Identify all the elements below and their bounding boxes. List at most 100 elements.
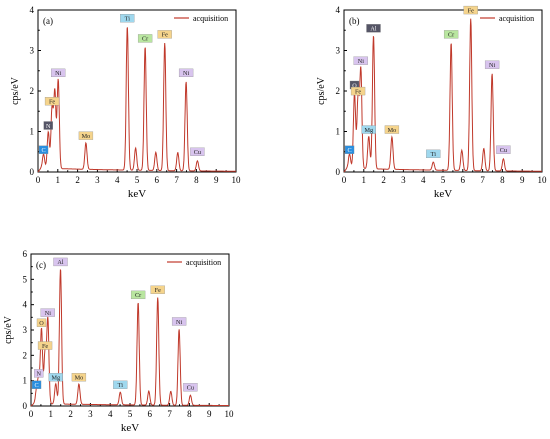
element-tag-box — [71, 373, 87, 382]
element-tag-box — [38, 145, 49, 154]
spectrum-panel-a: 0 1 2 3 4 5 6 7 8 9 10 0 1 2 3 4 keV cps/eV (a) acquisition… — [10, 5, 241, 200]
x-axis-label: keV — [128, 188, 146, 200]
element-tag-n: N — [43, 121, 53, 130]
x-tick-label: 6 — [148, 409, 153, 419]
element-tag-label: Ni — [489, 62, 495, 69]
x-tick-label: 5 — [135, 175, 140, 185]
element-tag-box — [31, 380, 42, 389]
element-tag-label: Mg — [51, 375, 60, 382]
element-tag-cr: Cr — [137, 34, 153, 43]
y-tick-label: 6 — [23, 249, 28, 259]
element-tag-fe: Fe — [463, 5, 478, 14]
x-tick-label: 3 — [95, 175, 100, 185]
x-tick-label: 8 — [500, 175, 505, 185]
x-tick-label: 7 — [480, 175, 485, 185]
element-tag-label: Ni — [176, 319, 182, 326]
element-tag-al: Al — [53, 257, 68, 266]
element-tag-c: C — [38, 145, 49, 154]
element-tag-label: Mo — [75, 375, 84, 382]
element-tag-label: Cu — [500, 147, 507, 154]
plot-frame — [343, 9, 543, 173]
element-tag-fe: Fe — [44, 97, 60, 106]
y-tick-label: 2 — [23, 350, 28, 360]
x-tick-label: 2 — [68, 409, 73, 419]
element-tag-ti: Ti — [426, 149, 441, 159]
element-tag-label: O — [352, 82, 357, 89]
element-tag-box — [40, 308, 55, 317]
element-tag-c: C — [31, 380, 42, 389]
spectrum-series-acquisition — [343, 18, 542, 173]
element-tag-ni: Ni — [40, 308, 55, 317]
element-tag-ni: Ni — [171, 317, 187, 326]
y-tick-label: 4 — [23, 300, 28, 310]
x-tick-label: 0 — [29, 409, 34, 419]
y-tick-label: 4 — [336, 5, 341, 15]
element-tag-box — [51, 68, 66, 77]
element-tag-label: Mo — [82, 133, 91, 140]
element-tag-box — [443, 30, 459, 39]
element-tag-box — [48, 373, 63, 382]
element-tag-box — [130, 290, 146, 300]
element-tag-label: Fe — [355, 88, 361, 95]
element-tag-label: Ni — [358, 58, 364, 65]
x-tick-label: 3 — [401, 175, 406, 185]
element-tag-label: Al — [370, 26, 376, 33]
element-tag-label: Ni — [183, 70, 189, 77]
element-tag-cu: Cu — [190, 147, 205, 156]
element-tag-label: Ni — [55, 70, 61, 77]
element-tag-box — [34, 369, 44, 378]
x-tick-label: 8 — [187, 409, 192, 419]
element-tag-box — [113, 380, 128, 389]
x-tick-label: 5 — [441, 175, 446, 185]
x-tick-label: 7 — [174, 175, 179, 185]
x-axis-label: keV — [434, 188, 452, 200]
element-tag-ni: Ni — [353, 56, 368, 65]
element-tag-box — [36, 318, 47, 327]
element-tag-ni: Ni — [178, 68, 194, 77]
element-tag-ni: Ni — [51, 68, 66, 77]
element-tag-box — [361, 125, 376, 134]
x-tick-label: 4 — [115, 175, 120, 185]
element-tag-label: C — [347, 147, 351, 154]
y-tick-label: 3 — [30, 46, 35, 56]
y-tick-label: 0 — [30, 167, 35, 177]
element-tag-ti: Ti — [120, 14, 135, 22]
y-tick-label: 4 — [30, 5, 35, 15]
spectrum-series-acquisition — [37, 27, 236, 173]
element-tag-cr: Cr — [130, 290, 146, 300]
legend-label: acquisition — [193, 14, 228, 23]
element-tag-c: C — [344, 145, 355, 154]
spectrum-panel-c: 0 1 2 3 4 5 6 7 8 9 10 0 1 2 3 4 5 6 keV cps/eV (c) acquisiti… — [3, 249, 234, 434]
element-tag-label: Mo — [388, 127, 397, 134]
legend-label: acquisition — [186, 258, 221, 267]
y-tick-label: 1 — [23, 376, 28, 386]
element-tag-box — [384, 125, 400, 134]
element-tag-label: Fe — [155, 287, 161, 294]
element-tag-box — [43, 121, 53, 130]
element-tag-fe: Fe — [350, 86, 366, 95]
element-tag-fe: Fe — [37, 341, 53, 350]
element-tag-label: Mg — [364, 127, 373, 134]
element-tag-al: Al — [366, 24, 381, 33]
element-tag-n: N — [34, 369, 44, 378]
element-tag-label: C — [41, 147, 45, 154]
element-tag-label: Ni — [45, 310, 51, 317]
x-tick-label: 5 — [128, 409, 133, 419]
x-tick-label: 1 — [362, 175, 367, 185]
element-tag-box — [353, 56, 368, 65]
spectrum-series-acquisition — [30, 269, 229, 407]
element-tag-fe: Fe — [157, 30, 172, 39]
element-tag-label: Cu — [187, 385, 194, 392]
x-tick-label: 3 — [88, 409, 93, 419]
element-tag-box — [190, 147, 205, 156]
x-axis-label: keV — [121, 422, 139, 434]
legend-label: acquisition — [499, 14, 534, 23]
x-tick-label: 10 — [225, 409, 235, 419]
element-tag-box — [426, 149, 441, 159]
element-tag-box — [171, 317, 187, 326]
panel-label: (a) — [43, 16, 53, 26]
y-tick-label: 3 — [23, 325, 28, 335]
element-tag-label: Fe — [42, 343, 48, 350]
element-tag-label: Fe — [162, 32, 168, 39]
element-tag-mg: Mg — [361, 125, 376, 134]
